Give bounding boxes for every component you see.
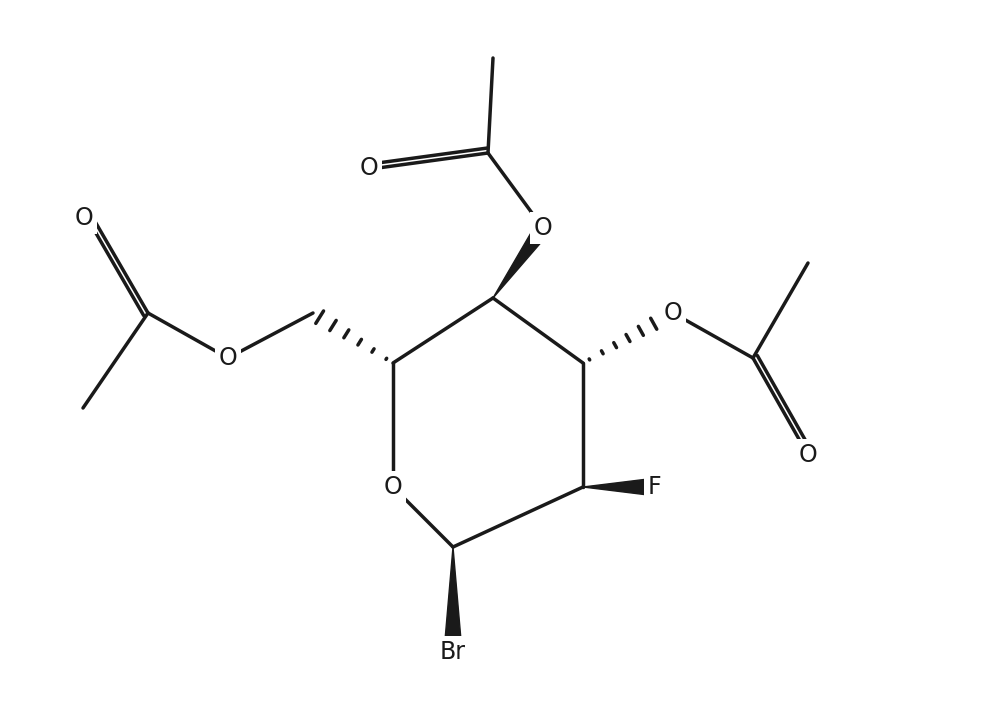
Polygon shape [583, 479, 648, 495]
Text: O: O [218, 346, 237, 370]
Text: O: O [663, 301, 682, 325]
Text: Br: Br [440, 640, 466, 664]
Polygon shape [445, 547, 461, 640]
Polygon shape [493, 223, 549, 298]
Text: O: O [798, 443, 817, 467]
Text: O: O [359, 156, 378, 180]
Text: F: F [648, 475, 661, 499]
Text: O: O [383, 475, 402, 499]
Text: O: O [533, 216, 552, 240]
Text: O: O [74, 206, 93, 230]
